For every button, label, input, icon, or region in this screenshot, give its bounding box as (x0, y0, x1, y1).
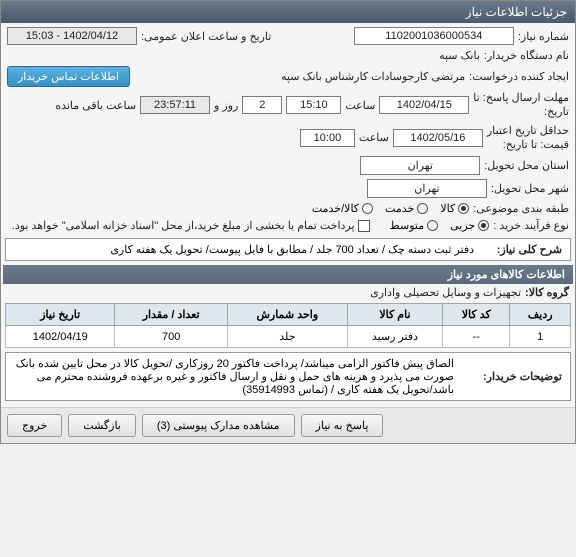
table-header: ردیف (510, 304, 571, 326)
exit-button[interactable]: خروج (7, 414, 62, 437)
table-cell: دفتر رسید (347, 326, 442, 348)
attachments-button[interactable]: مشاهده مدارک پیوستی (3) (142, 414, 295, 437)
buyer-org-label: نام دستگاه خریدار: (484, 49, 569, 62)
payment-checkbox[interactable] (358, 220, 370, 232)
group-value: تجهیزات و وسایل تحصیلی واداری (370, 286, 521, 299)
days-label: روز و (214, 99, 238, 112)
deadline-date-field: 1402/04/15 (379, 96, 469, 114)
table-header: تاریخ نیاز (6, 304, 115, 326)
radio-both[interactable]: کالا/خدمت (312, 202, 373, 215)
category-radio-group: کالا خدمت کالا/خدمت (312, 202, 469, 215)
group-label: گروه کالا: (525, 286, 569, 299)
payment-checkbox-item[interactable]: پرداخت تمام یا بخشی از مبلغ خرید،از محل … (12, 219, 370, 232)
deadline-time-field: 15:10 (286, 96, 341, 114)
table-header: نام کالا (347, 304, 442, 326)
requester-label: ایجاد کننده درخواست: (469, 70, 569, 83)
announce-label: تاریخ و ساعت اعلان عمومی: (141, 30, 271, 43)
items-section-header: اطلاعات کالاهای مورد نیاز (3, 265, 573, 284)
table-header: واحد شمارش (227, 304, 347, 326)
validity-time-field: 10:00 (300, 129, 355, 147)
radio-partial[interactable]: جزیی (450, 219, 489, 232)
contact-info-button[interactable]: اطلاعات تماس خریدار (7, 66, 130, 87)
dialog-window: جزئیات اطلاعات نیاز شماره نیاز: 11020010… (0, 0, 576, 444)
back-button[interactable]: بازگشت (68, 414, 136, 437)
buyer-org-value: بانک سپه (439, 49, 480, 62)
validity-label: حداقل تاریخ اعتبارقیمت: تا تاریخ: (487, 124, 569, 153)
items-table: ردیفکد کالانام کالاواحد شمارشتعداد / مقد… (5, 303, 571, 348)
reply-button[interactable]: پاسخ به نیاز (301, 414, 384, 437)
table-header: تعداد / مقدار (115, 304, 227, 326)
titlebar: جزئیات اطلاعات نیاز (1, 1, 575, 23)
need-no-field: 1102001036000534 (354, 27, 514, 45)
content-area: شماره نیاز: 1102001036000534 تاریخ و ساع… (1, 23, 575, 407)
need-no-label: شماره نیاز: (518, 30, 569, 43)
buyer-notes-label: توضیحات خریدار: (462, 370, 562, 383)
table-cell: 700 (115, 326, 227, 348)
remain-time-field: 23:57:11 (140, 96, 210, 114)
window-title: جزئیات اطلاعات نیاز (466, 5, 567, 19)
requester-value: مرتضی کارجوسادات کارشناس بانک سپه (281, 70, 465, 83)
summary-box: شرح کلی نیاز: دفتر ثبت دسته چک / تعداد 7… (5, 238, 571, 261)
deliver-town-field: تهران (367, 179, 487, 198)
summary-text: دفتر ثبت دسته چک / تعداد 700 جلد / مطابق… (14, 243, 474, 256)
time-label-1: ساعت (345, 99, 375, 112)
radio-medium[interactable]: متوسط (390, 219, 439, 232)
deliver-city-field: تهران (360, 156, 480, 175)
table-cell: 1 (510, 326, 571, 348)
footer-button-bar: پاسخ به نیاز مشاهده مدارک پیوستی (3) باز… (1, 407, 575, 443)
deliver-city-label: استان محل تحویل: (484, 159, 569, 172)
process-radio-group: جزیی متوسط (390, 219, 490, 232)
table-header: کد کالا (443, 304, 510, 326)
category-label: طبقه بندی موضوعی: (473, 202, 569, 215)
table-cell: جلد (227, 326, 347, 348)
radio-service[interactable]: خدمت (385, 202, 428, 215)
time-label-2: ساعت (359, 131, 389, 144)
table-cell: 1402/04/19 (6, 326, 115, 348)
deliver-town-label: شهر محل تحویل: (491, 182, 569, 195)
deadline-label: مهلت ارسال پاسخ: تاتاریخ: (473, 91, 569, 120)
buyer-notes-text: الصاق پیش فاکتور الزامی میباشد/ پرداخت ف… (14, 357, 454, 396)
table-row[interactable]: 1--دفتر رسیدجلد7001402/04/19 (6, 326, 571, 348)
summary-label: شرح کلی نیاز: (482, 243, 562, 256)
payment-note: پرداخت تمام یا بخشی از مبلغ خرید،از محل … (12, 219, 355, 232)
table-cell: -- (443, 326, 510, 348)
days-remain-field: 2 (242, 96, 282, 114)
validity-date-field: 1402/05/16 (393, 129, 483, 147)
radio-goods[interactable]: کالا (440, 202, 469, 215)
announce-field: 1402/04/12 - 15:03 (7, 27, 137, 45)
process-label: نوع فرآیند خرید : (493, 219, 569, 232)
buyer-notes-box: توضیحات خریدار: الصاق پیش فاکتور الزامی … (5, 352, 571, 401)
remain-label: ساعت باقی مانده (55, 99, 136, 112)
